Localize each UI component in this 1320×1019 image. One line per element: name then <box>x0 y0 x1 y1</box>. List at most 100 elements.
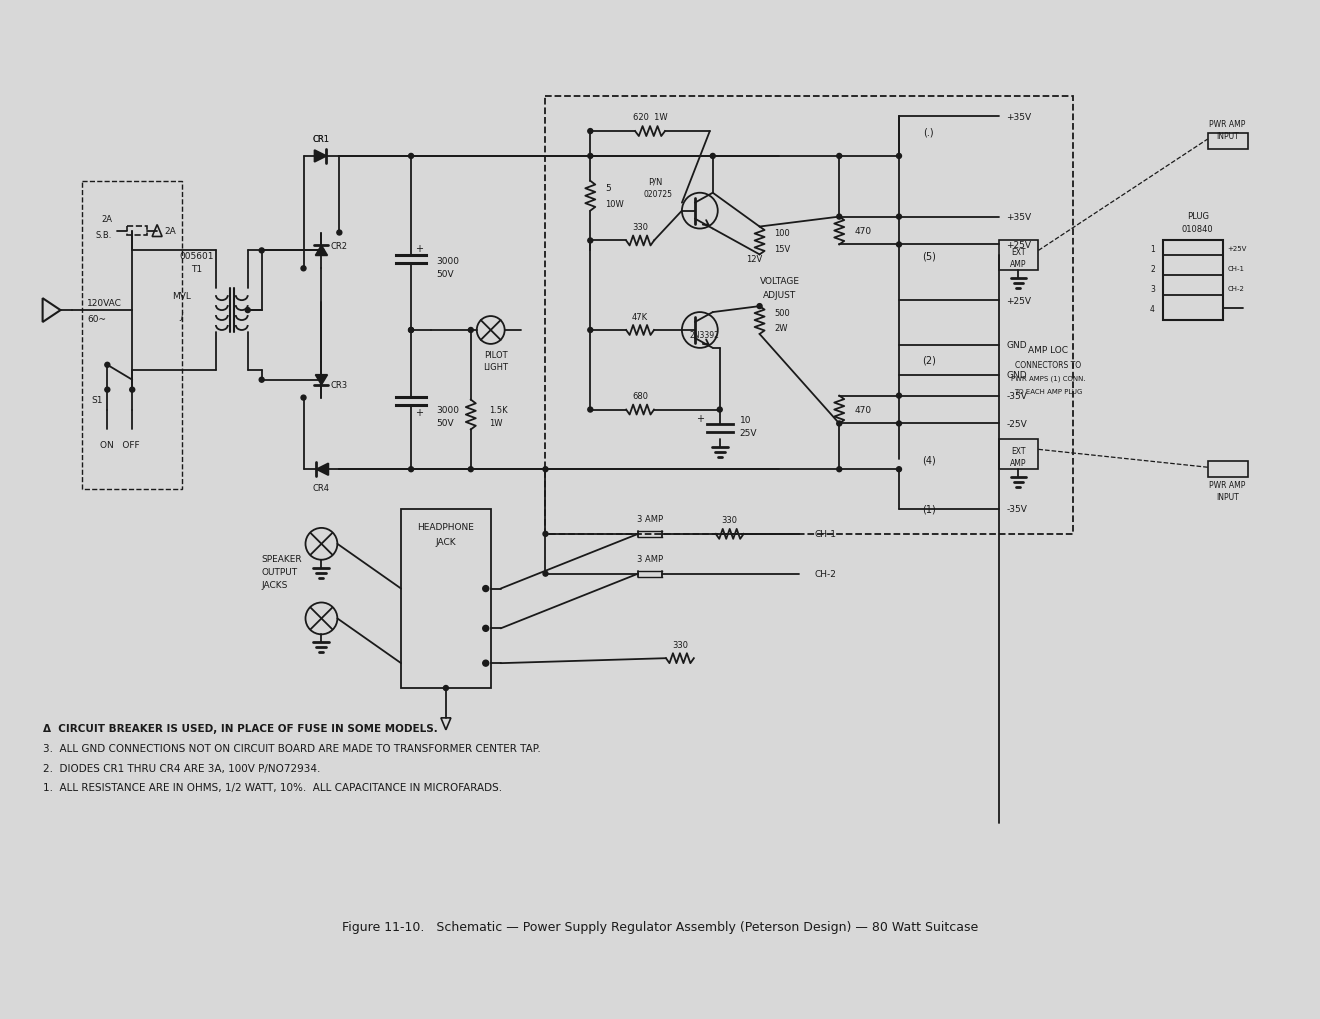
Text: ON   OFF: ON OFF <box>100 440 140 449</box>
Circle shape <box>896 422 902 427</box>
Text: CONNECTORS TO: CONNECTORS TO <box>1015 361 1081 370</box>
Circle shape <box>104 388 110 392</box>
Circle shape <box>543 468 548 472</box>
Text: HEADPHONE: HEADPHONE <box>417 523 474 532</box>
Bar <box>82 181 182 489</box>
Bar <box>401 510 491 689</box>
Text: 3 AMP: 3 AMP <box>638 554 663 564</box>
Text: 330: 330 <box>672 640 688 649</box>
Text: +25V: +25V <box>1007 297 1031 306</box>
Text: (5): (5) <box>921 251 936 261</box>
Circle shape <box>337 230 342 235</box>
Text: PILOT: PILOT <box>484 351 507 360</box>
Text: CH-1: CH-1 <box>814 530 837 539</box>
Text: CR2: CR2 <box>331 242 348 251</box>
Text: 020725: 020725 <box>644 190 672 199</box>
Text: 2A: 2A <box>164 227 176 235</box>
Text: 100: 100 <box>775 229 791 237</box>
Text: CH-1: CH-1 <box>1228 266 1245 272</box>
Circle shape <box>896 215 902 220</box>
Circle shape <box>896 154 902 159</box>
Text: INPUT: INPUT <box>1216 492 1239 501</box>
Text: GND: GND <box>1007 341 1027 351</box>
Text: 330: 330 <box>722 516 738 525</box>
Text: (1): (1) <box>921 504 936 515</box>
Text: +: + <box>414 408 422 417</box>
Circle shape <box>483 626 488 632</box>
Text: MVL: MVL <box>173 291 191 301</box>
Circle shape <box>896 243 902 248</box>
Text: 620  1W: 620 1W <box>632 112 668 121</box>
Bar <box>998 242 1039 271</box>
Bar <box>1208 133 1247 150</box>
Circle shape <box>587 154 593 159</box>
Circle shape <box>543 532 548 537</box>
Bar <box>545 97 1073 534</box>
Text: +35V: +35V <box>1007 112 1032 121</box>
Text: AMP LOC: AMP LOC <box>1028 346 1068 355</box>
Text: (4): (4) <box>921 454 936 465</box>
Text: CR1: CR1 <box>313 135 330 144</box>
Text: 3 AMP: 3 AMP <box>638 515 663 524</box>
Text: CR3: CR3 <box>331 381 348 390</box>
Text: 3000: 3000 <box>436 257 459 266</box>
Text: 470: 470 <box>854 406 871 415</box>
Circle shape <box>837 215 842 220</box>
Text: 680: 680 <box>632 391 648 400</box>
Text: Figure 11-10.   Schematic — Power Supply Regulator Assembly (Peterson Design) — : Figure 11-10. Schematic — Power Supply R… <box>342 920 978 933</box>
Text: VOLTAGE: VOLTAGE <box>759 276 800 285</box>
Text: CH-2: CH-2 <box>1228 286 1245 291</box>
Text: +35V: +35V <box>1007 213 1032 222</box>
Circle shape <box>444 686 449 691</box>
Polygon shape <box>314 151 326 163</box>
Text: 4: 4 <box>1150 305 1155 313</box>
Circle shape <box>543 572 548 577</box>
Circle shape <box>409 328 413 333</box>
Text: 1.  ALL RESISTANCE ARE IN OHMS, 1/2 WATT, 10%.  ALL CAPACITANCE IN MICROFARADS.: 1. ALL RESISTANCE ARE IN OHMS, 1/2 WATT,… <box>42 783 502 793</box>
Circle shape <box>483 660 488 666</box>
Text: (2): (2) <box>921 356 936 366</box>
Text: 005601: 005601 <box>180 252 214 261</box>
Text: 10: 10 <box>739 416 751 425</box>
Text: 120VAC: 120VAC <box>87 299 123 308</box>
Text: JACKS: JACKS <box>261 581 288 590</box>
Text: SPEAKER: SPEAKER <box>261 554 302 564</box>
Bar <box>127 226 147 236</box>
Bar <box>998 440 1039 470</box>
Text: S.B.: S.B. <box>96 230 112 239</box>
Circle shape <box>469 468 474 472</box>
Circle shape <box>758 305 762 310</box>
Circle shape <box>717 408 722 413</box>
Text: -35V: -35V <box>1007 391 1027 400</box>
Text: AMP: AMP <box>1010 260 1027 269</box>
Text: CR4: CR4 <box>313 483 330 492</box>
Text: J: J <box>181 311 183 320</box>
Text: 1.5K: 1.5K <box>488 406 507 415</box>
Text: CH-2: CH-2 <box>814 570 837 579</box>
Text: PWR AMP: PWR AMP <box>1209 119 1246 128</box>
Circle shape <box>587 328 593 333</box>
Text: 10W: 10W <box>606 200 624 209</box>
Text: 15V: 15V <box>775 245 791 254</box>
Text: GND: GND <box>1007 371 1027 380</box>
Text: +: + <box>696 413 704 423</box>
Text: PWR AMPS (1) CONN.: PWR AMPS (1) CONN. <box>1011 375 1085 381</box>
Text: 3: 3 <box>1150 284 1155 293</box>
Circle shape <box>409 468 413 472</box>
Text: LIGHT: LIGHT <box>483 363 508 372</box>
Text: 500: 500 <box>775 309 791 317</box>
Polygon shape <box>317 464 329 476</box>
Text: 60~: 60~ <box>87 314 107 323</box>
Text: -25V: -25V <box>1007 420 1027 429</box>
Text: TO EACH AMP PLUG: TO EACH AMP PLUG <box>1014 388 1082 394</box>
Circle shape <box>837 154 842 159</box>
Text: ADJUST: ADJUST <box>763 290 796 300</box>
Text: PWR AMP: PWR AMP <box>1209 480 1246 489</box>
Circle shape <box>896 393 902 398</box>
Bar <box>1163 242 1222 321</box>
Circle shape <box>246 309 251 313</box>
Circle shape <box>319 249 323 254</box>
Text: T1: T1 <box>191 265 202 273</box>
Text: 330: 330 <box>632 223 648 231</box>
Circle shape <box>587 129 593 135</box>
